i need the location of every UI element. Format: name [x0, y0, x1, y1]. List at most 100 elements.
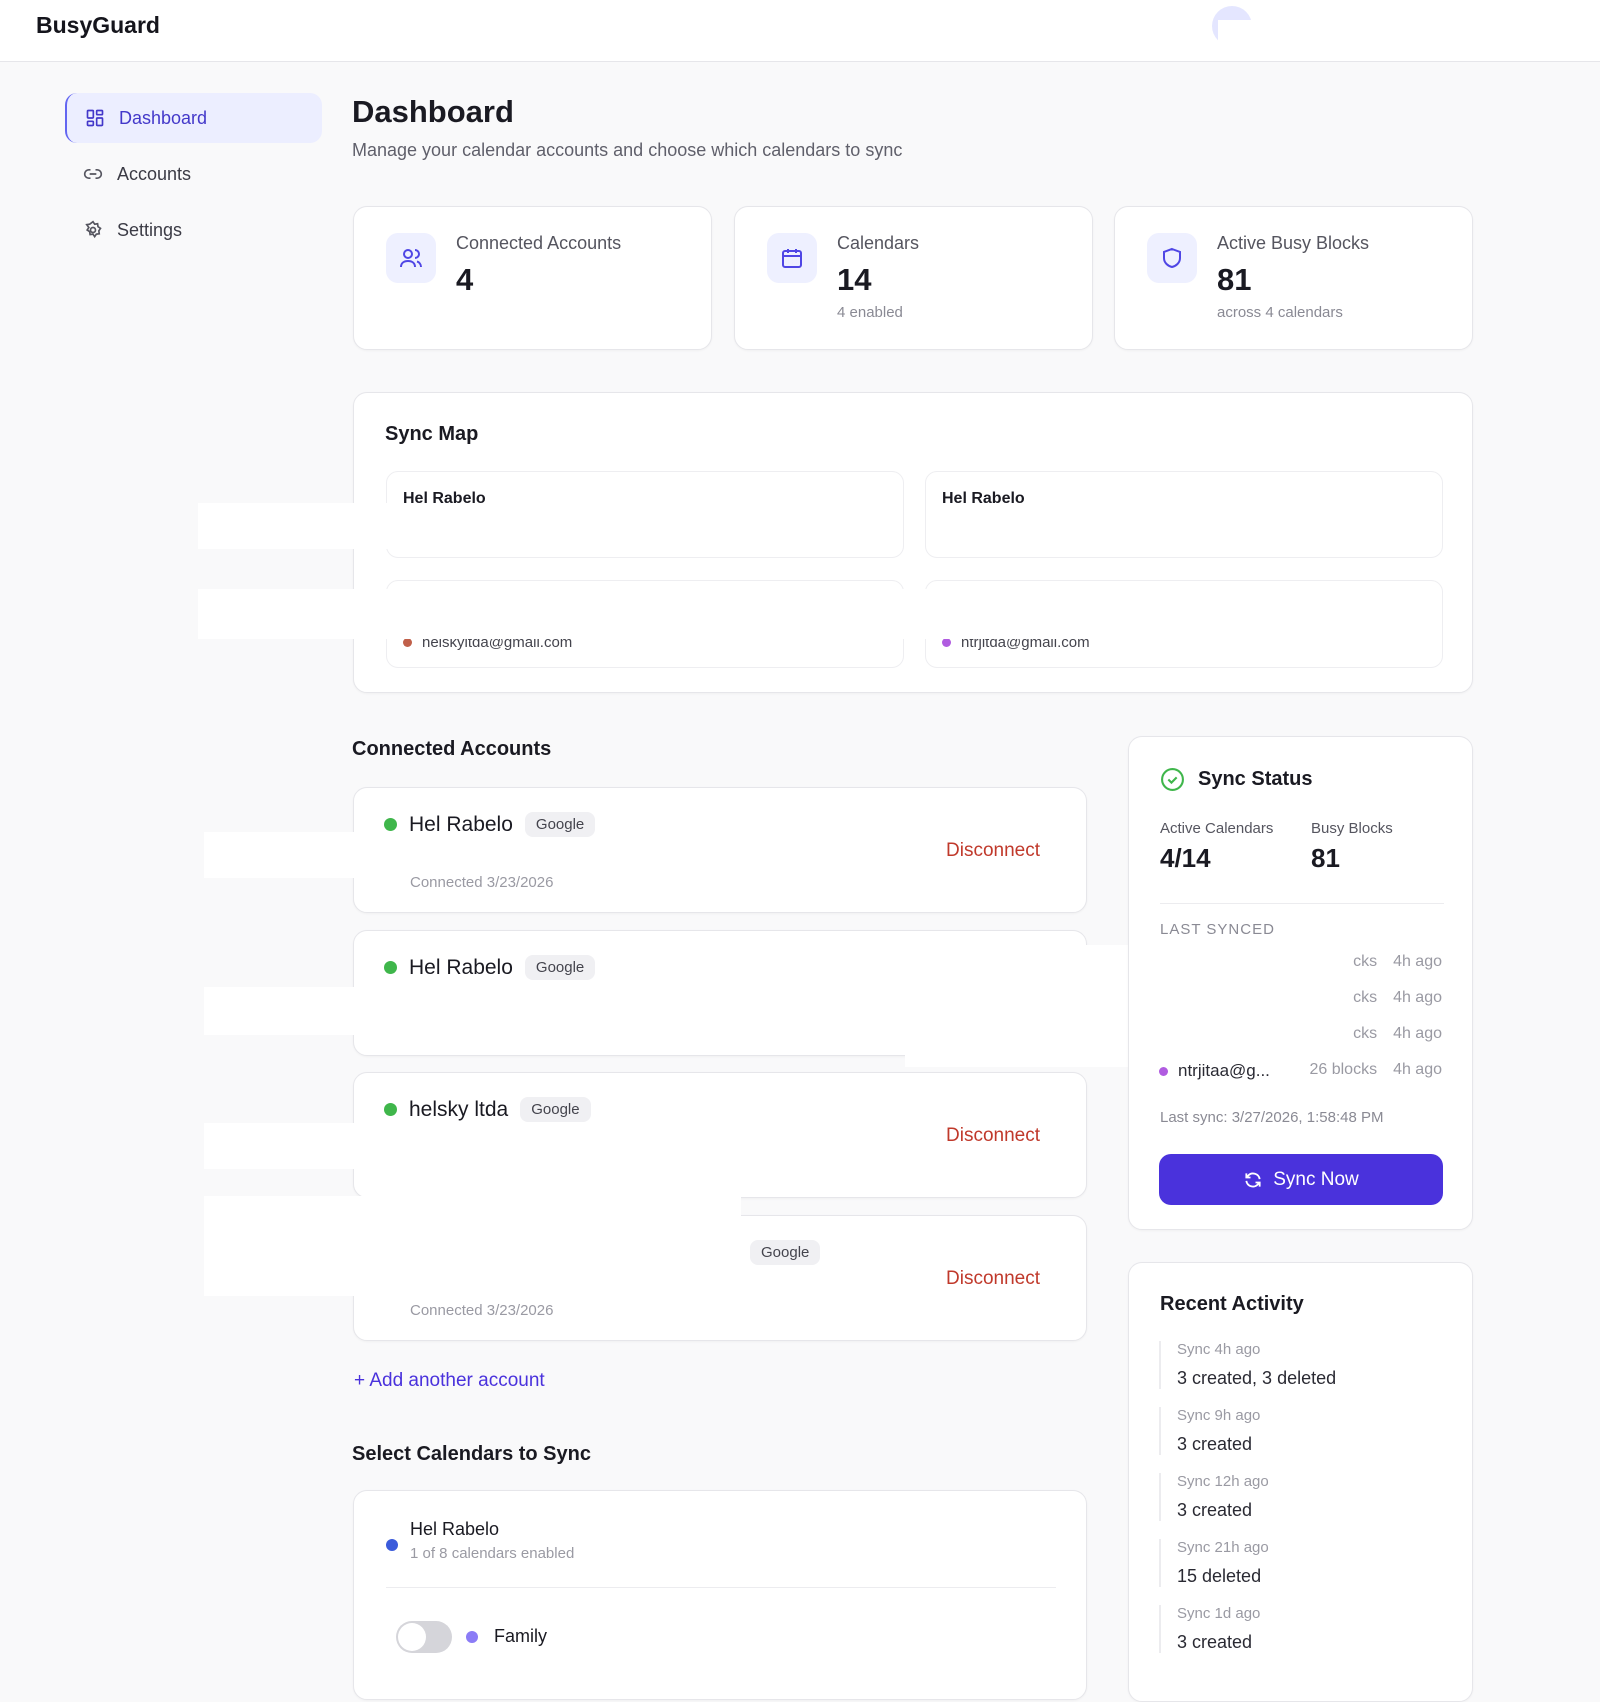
sidebar-item-label: Accounts	[117, 163, 192, 184]
sidebar-item-accounts[interactable]: Accounts	[65, 149, 322, 199]
activity-time: Sync 9h ago	[1177, 1407, 1261, 1424]
activity-time: Sync 4h ago	[1177, 1341, 1261, 1358]
stat-label: Connected Accounts	[456, 233, 622, 253]
connected-accounts-title: Connected Accounts	[352, 738, 552, 760]
last-synced-row: cks 4h ago	[1159, 953, 1442, 977]
recent-activity-card: Recent Activity Sync 4h ago 3 created, 3 …	[1128, 1262, 1473, 1702]
node-name: Hel Rabelo	[942, 490, 1025, 507]
busy-blocks-label: Busy Blocks	[1311, 820, 1393, 837]
provider-badge: Google	[520, 1097, 591, 1122]
activity-detail: 3 created	[1177, 1434, 1253, 1454]
activity-detail: 3 created, 3 deleted	[1177, 1368, 1337, 1388]
provider-badge: Google	[524, 812, 596, 837]
redaction-block	[1218, 20, 1500, 52]
redaction-block	[204, 987, 404, 1035]
sidebar-item-label: Dashboard	[119, 107, 208, 128]
calendar-email: ntrjitaa@g...	[1178, 1061, 1270, 1080]
account-card: Hel Rabelo Google Disconnect Connected 3/…	[353, 787, 1087, 913]
stat-value: 81	[1217, 262, 1252, 297]
stat-card-connected-accounts: Connected Accounts 4	[353, 206, 712, 350]
enabled-count: 1 of 8 calendars enabled	[410, 1545, 575, 1562]
calendar-toggle[interactable]	[396, 1621, 452, 1653]
last-synced-row: cks 4h ago	[1159, 1025, 1442, 1049]
stat-label: Active Busy Blocks	[1217, 233, 1370, 253]
sync-time: 4h ago	[1393, 989, 1442, 1006]
activity-item: Sync 21h ago 15 deleted	[1159, 1539, 1269, 1587]
disconnect-button[interactable]: Disconnect	[946, 840, 1040, 861]
busy-blocks-value: 81	[1311, 843, 1340, 873]
color-dot	[1159, 1066, 1168, 1076]
activity-detail: 15 deleted	[1177, 1566, 1262, 1586]
node-name: Hel Rabelo	[403, 490, 486, 507]
sync-time: 4h ago	[1393, 1025, 1442, 1042]
check-circle-icon	[1161, 768, 1184, 791]
last-sync-timestamp: Last sync: 3/27/2026, 1:58:48 PM	[1160, 1109, 1384, 1126]
connected-date: Connected 3/23/2026	[410, 1302, 554, 1319]
active-calendars-label: Active Calendars	[1160, 820, 1274, 837]
select-calendars-title: Select Calendars to Sync	[352, 1443, 591, 1465]
app-logo: BusyGuard	[36, 12, 160, 38]
last-synced-label: LAST SYNCED	[1160, 921, 1275, 938]
page-title: Dashboard	[352, 94, 514, 129]
stat-card-calendars: Calendars 14 4 enabled	[734, 206, 1093, 350]
disconnect-button[interactable]: Disconnect	[946, 1268, 1040, 1289]
activity-item: Sync 9h ago 3 created	[1159, 1407, 1260, 1455]
account-color-dot	[386, 1539, 398, 1551]
activity-item: Sync 12h ago 3 created	[1159, 1473, 1269, 1521]
block-count: cks	[1353, 989, 1378, 1006]
activity-item: Sync 1d ago 3 created	[1159, 1605, 1260, 1653]
sync-status-card: Sync Status Active Calendars 4/14 Busy B…	[1128, 736, 1473, 1230]
stat-value: 14	[837, 262, 872, 297]
divider	[386, 1587, 1056, 1588]
sync-status-title: Sync Status	[1198, 768, 1313, 790]
top-bar: BusyGuard	[0, 0, 1600, 62]
activity-detail: 3 created	[1177, 1500, 1253, 1520]
stat-value: 4	[456, 262, 474, 297]
sidebar-item-label: Settings	[117, 219, 183, 240]
divider	[1160, 903, 1444, 904]
stat-card-busy-blocks: Active Busy Blocks 81 across 4 calendars	[1114, 206, 1473, 350]
sync-now-button[interactable]: Sync Now	[1159, 1154, 1443, 1205]
sync-map-title: Sync Map	[385, 423, 479, 445]
calendar-select-card: Hel Rabelo 1 of 8 calendars enabled Fami…	[353, 1490, 1087, 1700]
recent-activity-title: Recent Activity	[1160, 1293, 1304, 1315]
activity-time: Sync 12h ago	[1177, 1473, 1269, 1490]
sync-now-label: Sync Now	[1273, 1168, 1359, 1190]
add-account-link[interactable]: + Add another account	[354, 1370, 545, 1391]
status-dot	[384, 818, 397, 831]
sidebar-item-dashboard[interactable]: Dashboard	[65, 93, 322, 143]
redaction-block	[204, 1196, 741, 1296]
last-synced-row: cks 4h ago	[1159, 989, 1442, 1013]
redaction-block	[198, 503, 568, 549]
provider-badge: Google	[750, 1240, 821, 1265]
stat-label: Calendars	[837, 233, 920, 253]
color-dot	[942, 638, 951, 647]
color-dot	[403, 638, 412, 647]
account-name: Hel Rabelo	[409, 812, 513, 836]
redaction-block	[198, 589, 1353, 639]
calendar-icon	[782, 249, 802, 268]
redaction-block	[204, 1123, 404, 1169]
redaction-block	[905, 945, 1130, 1067]
shield-icon	[1163, 247, 1181, 269]
grid-icon	[86, 109, 104, 127]
activity-detail: 3 created	[1177, 1632, 1253, 1652]
stat-sub: across 4 calendars	[1217, 304, 1343, 321]
provider-badge: Google	[524, 955, 596, 980]
block-count: cks	[1353, 953, 1378, 970]
redaction-block	[204, 832, 404, 878]
status-dot	[384, 961, 397, 974]
account-name: helsky ltda	[409, 1097, 509, 1121]
refresh-icon	[1245, 1172, 1261, 1187]
link-icon	[83, 169, 103, 179]
block-count: 26 blocks	[1309, 1061, 1378, 1078]
users-icon	[400, 249, 422, 268]
active-calendars-value: 4/14	[1160, 843, 1211, 873]
activity-time: Sync 1d ago	[1177, 1605, 1261, 1622]
sync-map-node: Hel Rabelo	[925, 471, 1443, 558]
disconnect-button[interactable]: Disconnect	[946, 1125, 1040, 1146]
sync-time: 4h ago	[1393, 1061, 1442, 1078]
sidebar-item-settings[interactable]: Settings	[65, 205, 322, 255]
account-card: helsky ltda Google Disconnect	[353, 1072, 1087, 1198]
connected-date: Connected 3/23/2026	[410, 874, 554, 891]
